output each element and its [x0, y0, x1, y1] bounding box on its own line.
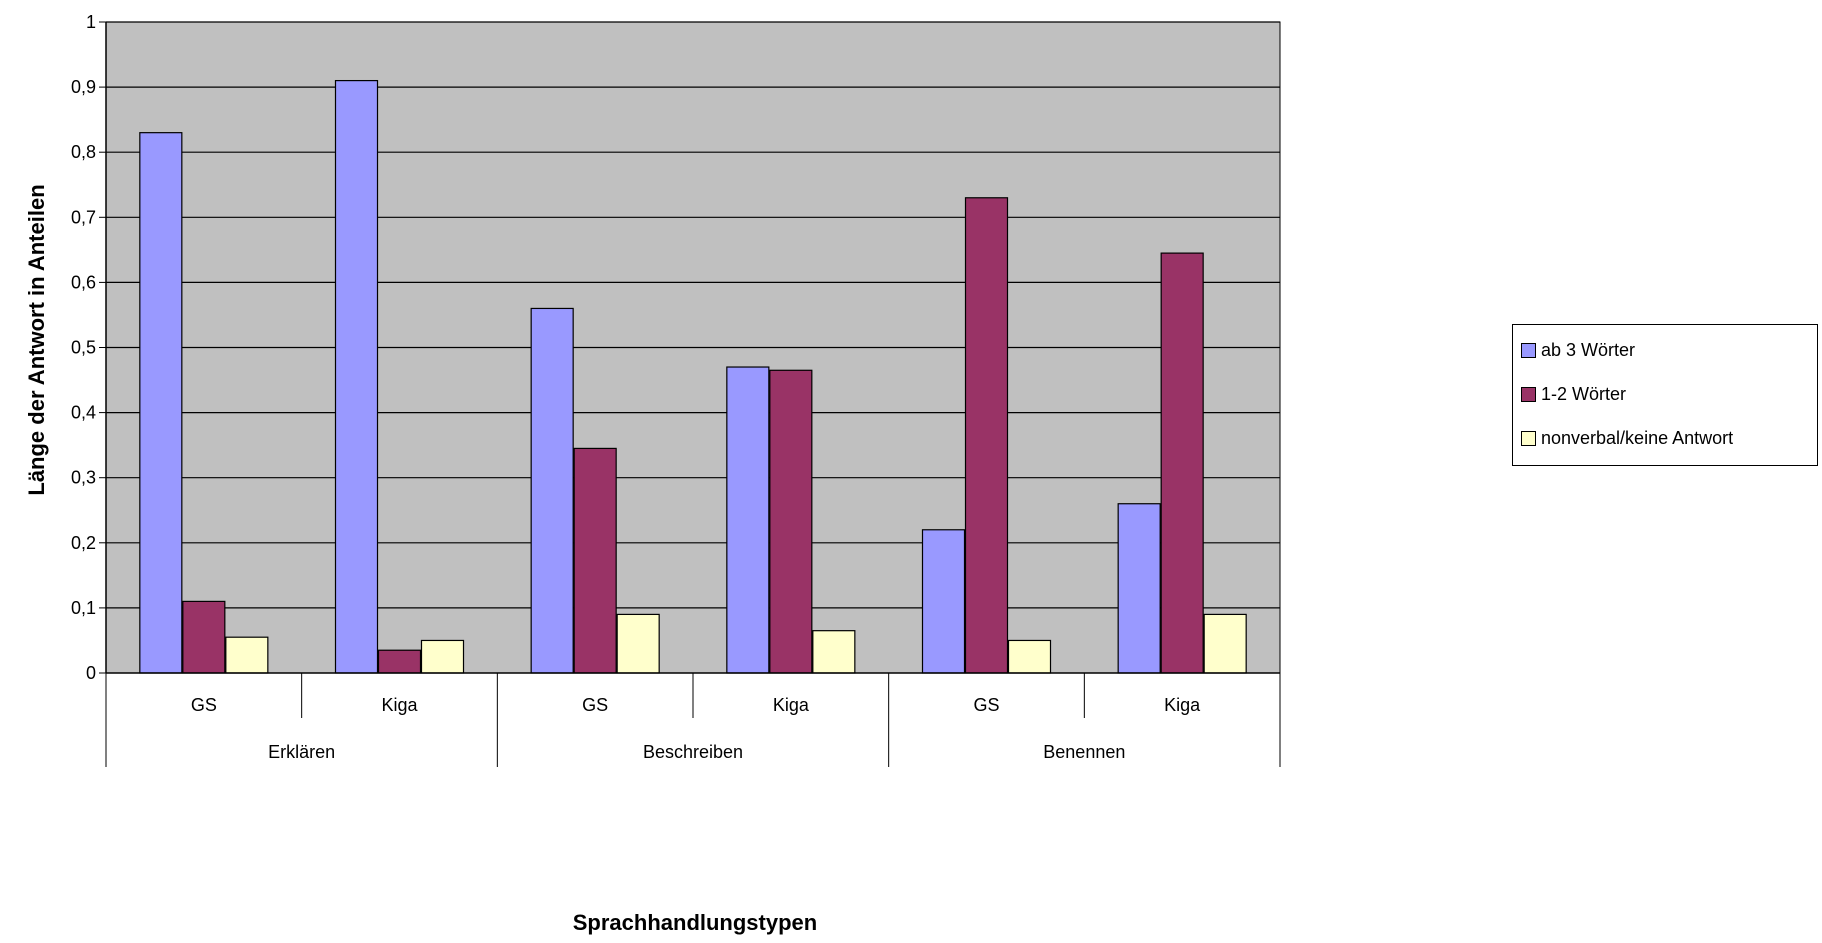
- bar: [1160, 252, 1204, 674]
- bar: [139, 132, 183, 674]
- bar: [812, 630, 856, 674]
- x-category-labels: GS Kiga GS Kiga GS Kiga Erklären Beschreiben Ben…: [191, 695, 1201, 762]
- y-tick-label: 0,7: [71, 207, 96, 227]
- bar: [420, 639, 465, 674]
- legend-label: 1-2 Wörter: [1541, 383, 1627, 404]
- legend-swatch: [1521, 342, 1536, 358]
- legend-item: 1-2 Wörter: [1521, 383, 1626, 405]
- legend-label: nonverbal/keine Antwort: [1541, 427, 1734, 448]
- bar: [1117, 503, 1161, 674]
- axes: [105, 22, 1281, 767]
- x-tick-label: Kiga: [1164, 695, 1201, 715]
- x-tick-label: Kiga: [381, 695, 418, 715]
- y-tick-label: 1: [86, 12, 96, 32]
- legend-item: nonverbal/keine Antwort: [1521, 427, 1733, 449]
- bar: [964, 197, 1009, 674]
- bar: [225, 636, 269, 674]
- bar: [182, 600, 226, 674]
- bar: [921, 529, 966, 674]
- bar: [573, 447, 617, 674]
- bar: [616, 613, 660, 674]
- x-tick-label: Kiga: [773, 695, 810, 715]
- x-axis-label: Sprachhandlungstypen: [573, 910, 817, 935]
- bar: [726, 366, 770, 674]
- legend-swatch: [1521, 430, 1536, 446]
- y-tick-labels: 0 0,1 0,2 0,3 0,4 0,5 0,6 0,7 0,8 0,9 1: [71, 12, 96, 683]
- x-group-label: Benennen: [1043, 742, 1125, 762]
- y-tick-label: 0,3: [71, 468, 96, 488]
- x-tick-label: GS: [973, 695, 999, 715]
- y-tick-label: 0: [86, 663, 96, 683]
- x-tick-label: GS: [582, 695, 608, 715]
- bar: [1203, 613, 1247, 674]
- bars: [139, 79, 1247, 674]
- y-tick-label: 0,8: [71, 142, 96, 162]
- bar: [1007, 639, 1052, 674]
- legend-swatch: [1521, 386, 1536, 402]
- x-group-label: Beschreiben: [643, 742, 743, 762]
- legend: ab 3 Wörter 1-2 Wörter nonverbal/keine A…: [1512, 324, 1818, 466]
- y-tick-label: 0,9: [71, 77, 96, 97]
- legend-label: ab 3 Wörter: [1541, 339, 1636, 360]
- y-tick-label: 0,6: [71, 272, 96, 292]
- bar: [530, 307, 574, 674]
- y-tick-label: 0,2: [71, 533, 96, 553]
- gridlines: [99, 21, 1280, 674]
- bar: [377, 649, 422, 674]
- x-group-label: Erklären: [268, 742, 335, 762]
- bar: [334, 79, 379, 674]
- legend-item: ab 3 Wörter: [1521, 339, 1635, 361]
- bar: [769, 369, 813, 674]
- y-axis-label: Länge der Antwort in Anteilen: [24, 184, 49, 495]
- y-tick-label: 0,1: [71, 598, 96, 618]
- y-tick-label: 0,4: [71, 403, 96, 423]
- x-tick-label: GS: [191, 695, 217, 715]
- y-tick-label: 0,5: [71, 338, 96, 358]
